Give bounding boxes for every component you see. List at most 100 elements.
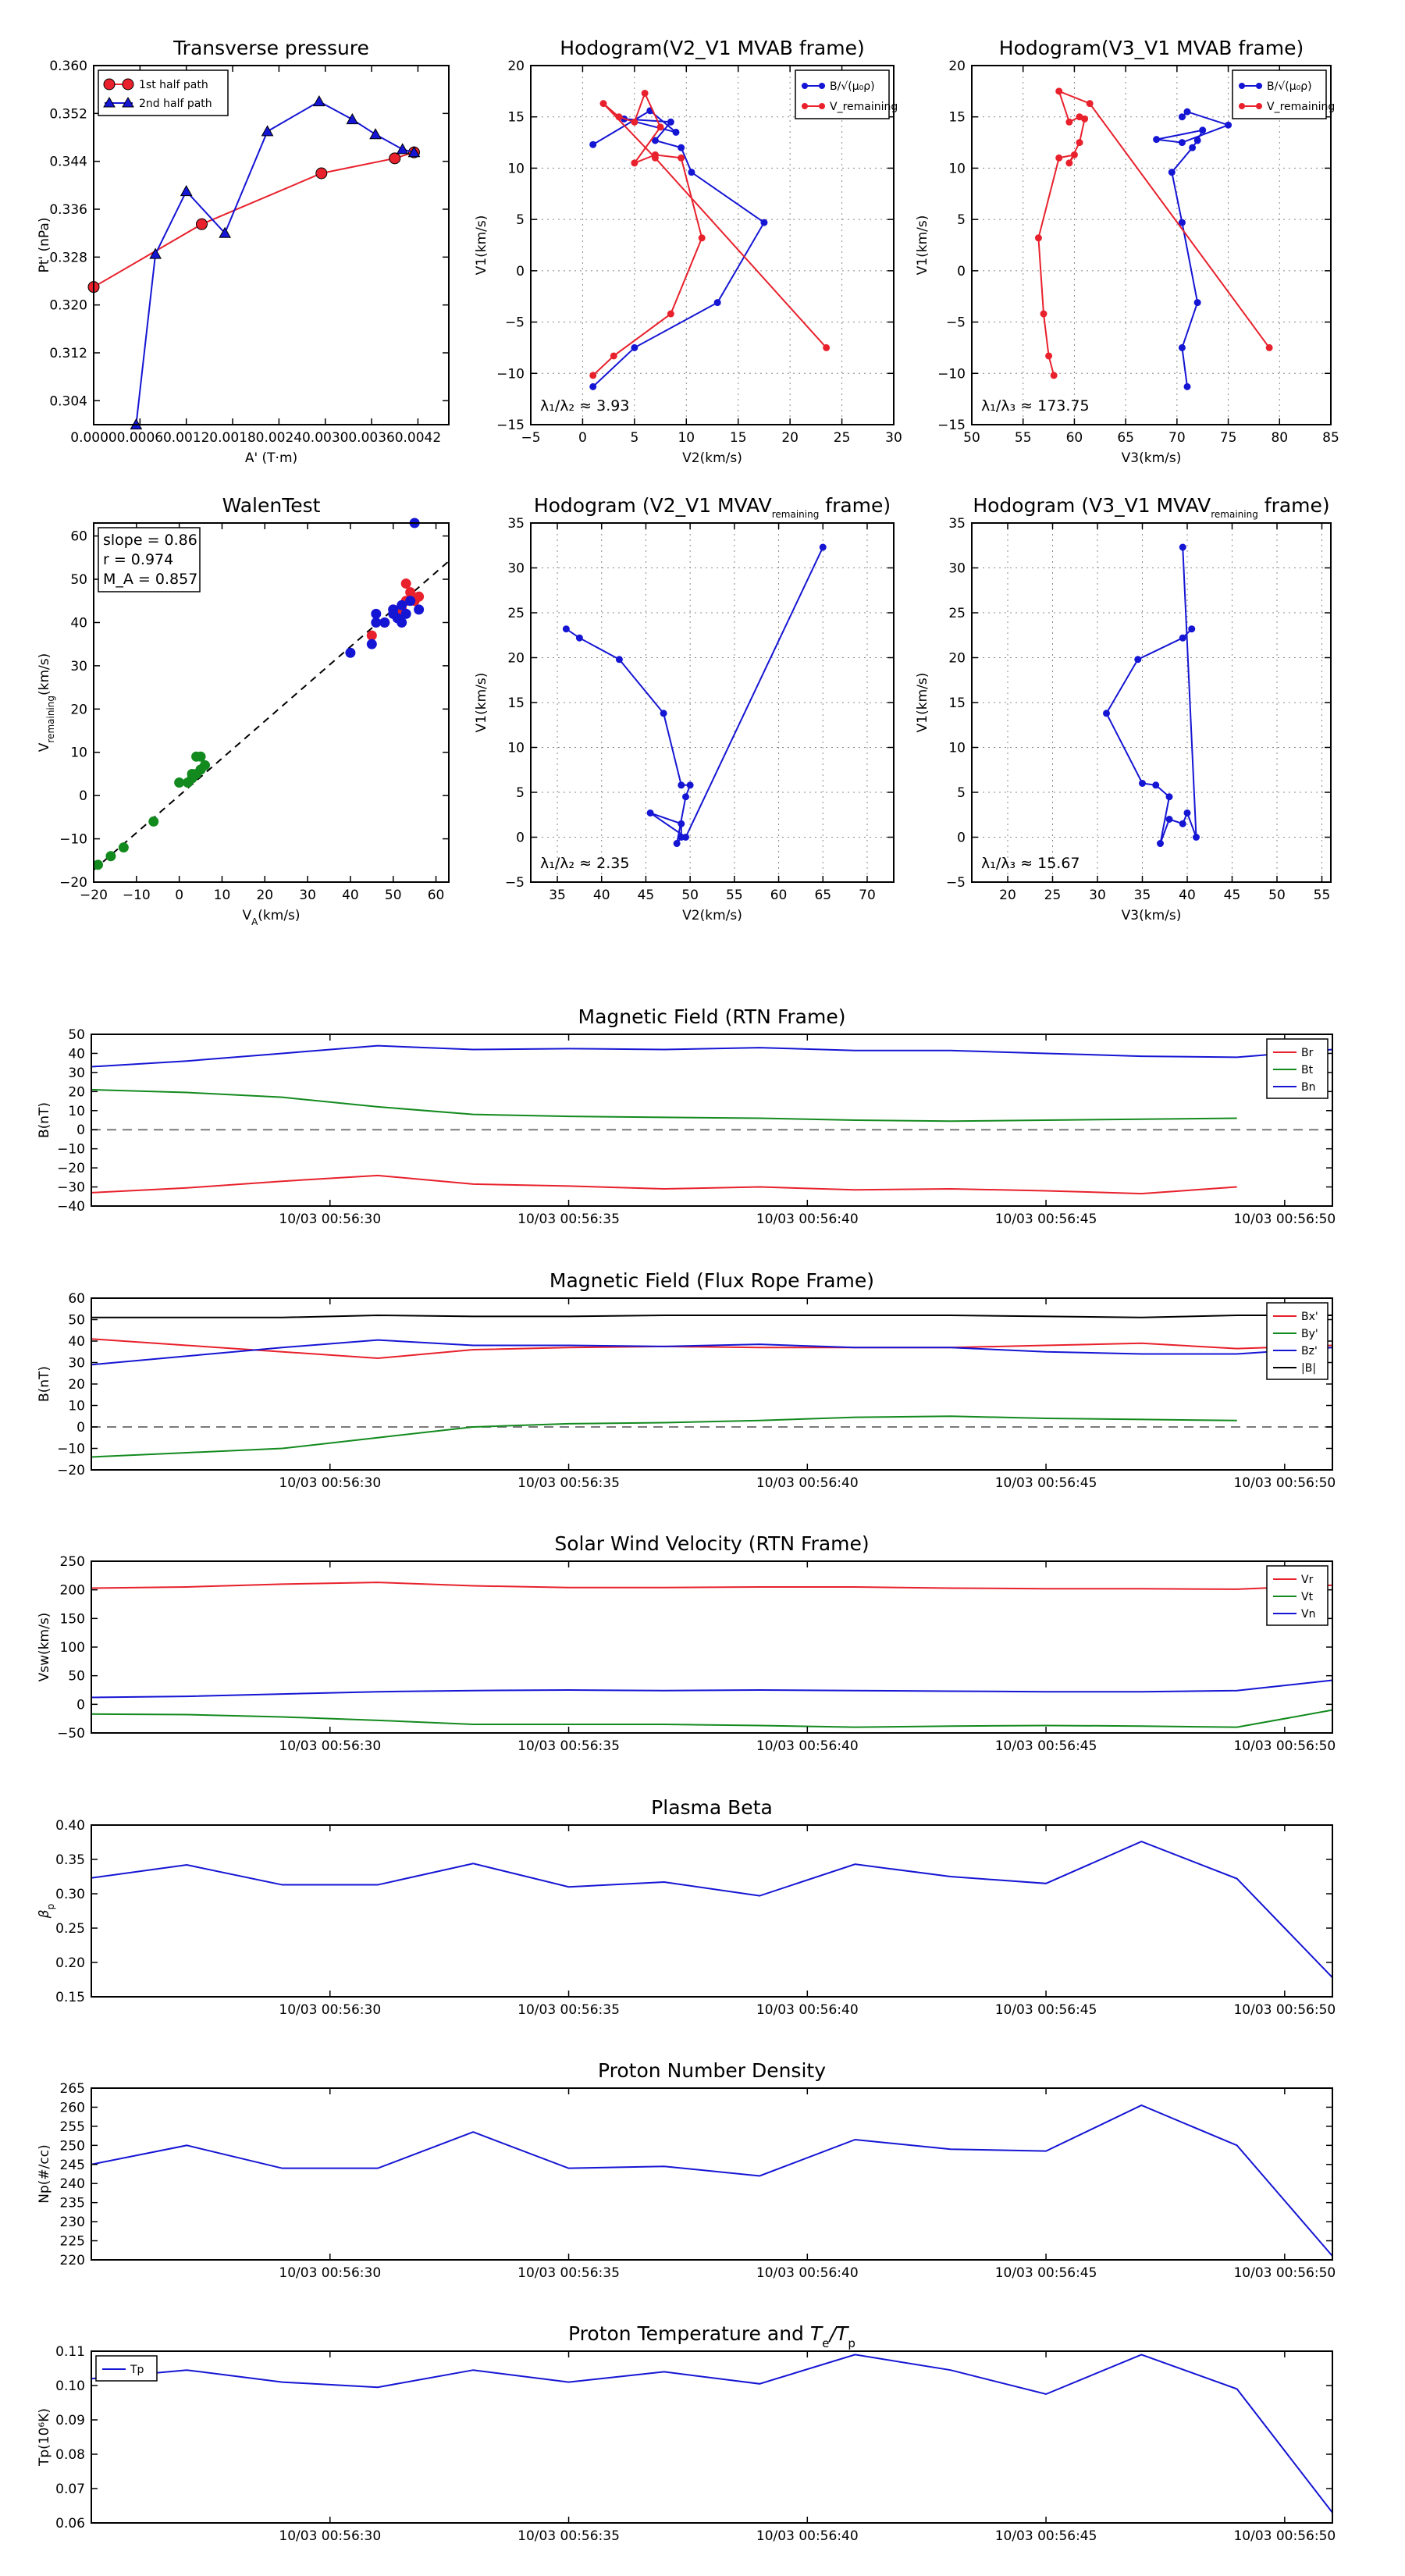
y-axis-label: Vsw(km/s)	[37, 1613, 52, 1682]
data-point	[388, 608, 399, 619]
y-tick-label: 10	[68, 1104, 85, 1119]
y-tick-label: 0.11	[55, 2344, 85, 2360]
axes-frame	[971, 522, 1332, 883]
data-point	[345, 647, 356, 658]
data-point	[1188, 625, 1196, 633]
y-tick-label: 0.352	[49, 106, 87, 122]
y-tick-label: 5	[957, 785, 966, 801]
data-point	[1168, 169, 1176, 176]
data-point	[1225, 121, 1232, 129]
chart-title: Hodogram(V3_V1 MVAB frame)	[999, 37, 1304, 59]
y-tick-label: 5	[957, 212, 966, 228]
x-tick-label: 0.0042	[395, 430, 441, 446]
y-tick-label: 250	[60, 2138, 85, 2154]
series-line-By'	[91, 1415, 1237, 1458]
data-point	[149, 247, 162, 259]
data-point	[405, 587, 416, 598]
y-tick-label: 0.360	[49, 59, 87, 74]
x-tick-label: 70	[859, 888, 876, 903]
x-tick-label: 0.0024	[256, 430, 302, 446]
y-tick-label: 20	[68, 1377, 85, 1393]
data-point	[414, 604, 425, 615]
data-point	[1179, 543, 1186, 551]
data-point	[1179, 820, 1186, 827]
y-tick-label: −50	[57, 1726, 85, 1742]
data-point	[92, 859, 103, 870]
x-tick-label: 10/03 00:56:45	[995, 1738, 1097, 1754]
series-line-B	[565, 546, 824, 845]
y-tick-label: 30	[68, 1356, 85, 1372]
data-point	[1040, 310, 1048, 318]
x-tick-label: 10/03 00:56:40	[756, 2265, 859, 2281]
y-tick-label: 0.10	[55, 2379, 85, 2394]
y-tick-label: 20	[507, 651, 525, 667]
axes-frame	[91, 1034, 1333, 1207]
data-point	[407, 146, 421, 158]
y-tick-label: 60	[70, 529, 87, 545]
y-tick-label: 30	[507, 561, 525, 577]
data-point	[397, 600, 407, 610]
y-tick-label: −5	[946, 315, 966, 331]
data-point	[660, 710, 667, 717]
y-tick-label: −10	[57, 1142, 85, 1158]
x-axis-label: V3(km/s)	[1122, 450, 1182, 466]
y-tick-label: 0	[957, 264, 966, 279]
chart-vsw: 10/03 00:56:30 10/03 00:56:35 10/03 00:56:…	[37, 1532, 1336, 1754]
x-tick-label: 0.0012	[163, 430, 209, 446]
legend-label: B/√(μ₀ρ)	[1267, 80, 1312, 93]
data-point	[1076, 113, 1083, 121]
data-point	[681, 793, 689, 801]
y-tick-label: 30	[68, 1066, 85, 1081]
x-tick-label: 10	[214, 888, 231, 903]
data-point	[589, 382, 597, 390]
data-point	[646, 809, 654, 817]
series-line-Tp	[91, 2354, 1332, 2514]
x-axis-label: A' (T·m)	[245, 450, 297, 466]
x-tick-label: 30	[885, 430, 902, 446]
x-tick-label: 10/03 00:56:50	[1233, 1212, 1336, 1227]
data-point	[1134, 656, 1142, 664]
data-point	[678, 781, 685, 789]
y-tick-label: 20	[68, 1084, 85, 1100]
y-tick-label: −10	[937, 366, 966, 382]
y-tick-label: 0.08	[55, 2447, 85, 2463]
legend-label: Bz'	[1301, 1345, 1318, 1357]
data-point	[312, 94, 325, 107]
legend-marker	[103, 97, 116, 108]
y-tick-label: 0.40	[55, 1818, 85, 1834]
x-tick-label: 10/03 00:56:35	[518, 2265, 620, 2281]
x-tick-label: 10/03 00:56:45	[995, 1212, 1097, 1227]
x-tick-label: 25	[1044, 888, 1062, 903]
data-point	[389, 152, 401, 165]
chart-tp: 10/03 00:56:30 10/03 00:56:35 10/03 00:56:…	[37, 2322, 1336, 2544]
data-point	[678, 144, 685, 151]
y-tick-label: −15	[496, 418, 525, 433]
axes-frame	[530, 65, 895, 425]
y-tick-label: 0	[76, 1420, 85, 1436]
legend-label: By'	[1301, 1328, 1318, 1340]
x-tick-label: 75	[1220, 430, 1237, 446]
x-tick-label: 10/03 00:56:40	[756, 1212, 859, 1227]
chart-title: Magnetic Field (Flux Rope Frame)	[550, 1269, 874, 1292]
data-point	[678, 820, 685, 827]
y-axis-label: Pt' (nPa)	[37, 218, 52, 273]
data-point	[678, 834, 685, 841]
chart-h3: 35 40 45 50 55 60 65 70 −5 0 5 10 15 20 25 30 35 Hodogram…	[474, 494, 895, 923]
data-point	[1193, 137, 1201, 144]
y-tick-label: −5	[505, 875, 525, 891]
y-tick-label: −10	[57, 1442, 85, 1457]
x-tick-label: 10/03 00:56:30	[279, 1738, 381, 1754]
data-point	[371, 617, 382, 628]
chart-title: Plasma Beta	[651, 1796, 773, 1819]
y-tick-label: 0	[957, 831, 966, 846]
chart-title: Magnetic Field (RTN Frame)	[578, 1005, 846, 1028]
stats-line: r = 0.974	[103, 551, 173, 568]
data-point	[414, 591, 425, 602]
data-point	[1189, 144, 1197, 151]
axes-frame	[93, 65, 450, 425]
data-point	[1076, 139, 1083, 147]
x-tick-label: 0	[175, 888, 183, 903]
legend-marker	[802, 103, 808, 109]
data-point	[672, 128, 680, 136]
chart-b_fr: 10/03 00:56:30 10/03 00:56:35 10/03 00:56:…	[37, 1269, 1336, 1491]
